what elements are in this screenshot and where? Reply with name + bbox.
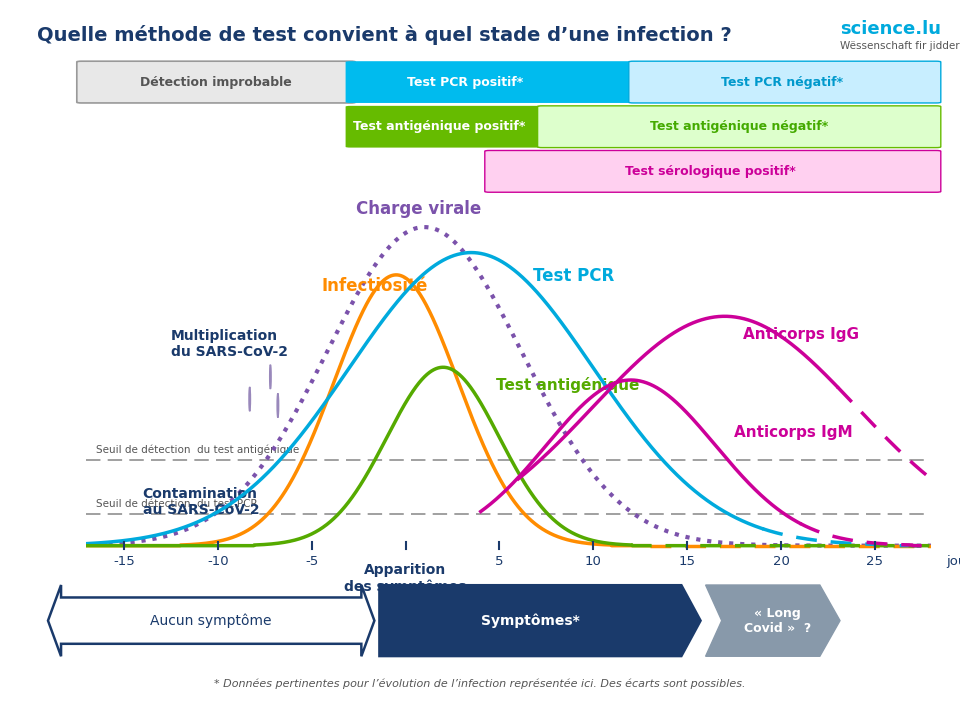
Text: Anticorps IgM: Anticorps IgM: [734, 426, 852, 441]
Polygon shape: [706, 585, 840, 657]
Text: Multiplication
du SARS-CoV-2: Multiplication du SARS-CoV-2: [171, 329, 288, 359]
Text: Seuil de détection  du test PCR: Seuil de détection du test PCR: [96, 499, 257, 509]
Text: Infectiosité: Infectiosité: [321, 276, 427, 294]
Polygon shape: [48, 585, 374, 657]
Text: Test sérologique positif*: Test sérologique positif*: [625, 165, 796, 178]
Text: Anticorps IgG: Anticorps IgG: [743, 327, 859, 341]
Circle shape: [270, 365, 271, 389]
Text: -5: -5: [305, 555, 319, 568]
FancyBboxPatch shape: [346, 61, 638, 103]
Circle shape: [249, 387, 251, 411]
Text: Test PCR négatif*: Test PCR négatif*: [721, 76, 844, 89]
FancyBboxPatch shape: [629, 61, 941, 103]
Text: 5: 5: [495, 555, 504, 568]
Text: Aucun symptôme: Aucun symptôme: [151, 613, 272, 628]
Text: Détection improbable: Détection improbable: [140, 76, 292, 89]
FancyBboxPatch shape: [346, 106, 547, 148]
Text: « Long
Covid »  ?: « Long Covid » ?: [744, 607, 811, 634]
Text: Test PCR positif*: Test PCR positif*: [407, 76, 524, 89]
FancyBboxPatch shape: [77, 61, 355, 103]
Text: -15: -15: [113, 555, 134, 568]
Text: Seuil de détection  du test antigénique: Seuil de détection du test antigénique: [96, 444, 299, 455]
Text: science.lu: science.lu: [840, 20, 941, 38]
Text: Contamination
au SARS-CoV-2: Contamination au SARS-CoV-2: [143, 487, 259, 517]
Text: 25: 25: [866, 555, 883, 568]
Text: -10: -10: [207, 555, 228, 568]
Text: Quelle méthode de test convient à quel stade d’une infection ?: Quelle méthode de test convient à quel s…: [36, 25, 732, 45]
Text: 20: 20: [773, 555, 789, 568]
FancyBboxPatch shape: [485, 150, 941, 192]
Text: Test antigénique négatif*: Test antigénique négatif*: [650, 120, 828, 133]
Text: Apparition
des symptômes: Apparition des symptômes: [345, 563, 467, 594]
Text: jours: jours: [947, 555, 960, 568]
Text: 10: 10: [585, 555, 602, 568]
Text: 15: 15: [679, 555, 696, 568]
Text: Charge virale: Charge virale: [356, 199, 481, 217]
Text: Symptômes*: Symptômes*: [481, 613, 580, 628]
Text: * Données pertinentes pour l’évolution de l’infection représentée ici. Des écart: * Données pertinentes pour l’évolution d…: [214, 679, 746, 689]
Text: Test antigénique: Test antigénique: [495, 377, 639, 392]
Circle shape: [277, 393, 278, 418]
Text: Test PCR: Test PCR: [533, 267, 614, 285]
Polygon shape: [379, 585, 701, 657]
FancyBboxPatch shape: [538, 106, 941, 148]
Text: Wëssenschaft fir jiddereen: Wëssenschaft fir jiddereen: [840, 41, 960, 51]
Text: Test antigénique positif*: Test antigénique positif*: [353, 120, 526, 133]
